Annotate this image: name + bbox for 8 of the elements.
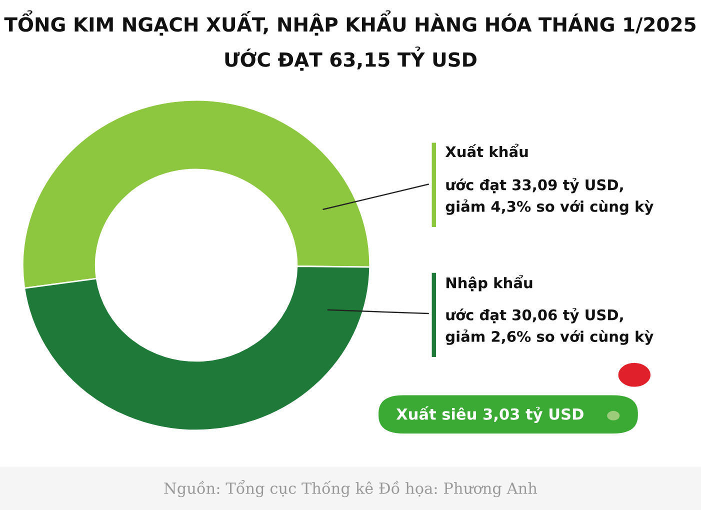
slice-label: Xuất khẩu	[445, 144, 528, 158]
data-label: ước đạt 33,09 tỷ USD, giảm 4,3% so với cùng kỳ	[446, 178, 654, 215]
text: Xuất siêu 3,03 tỷ USD	[396, 406, 584, 423]
text: Nguồn: Tổng cục Thống kê Đồ họa: Phương Anh	[164, 480, 538, 498]
chart-subtitle: ƯỚC ĐẠT 63,15 TỶ USD	[225, 46, 476, 71]
chart-title: TỔNG KIM NGẠCH XUẤT, NHẬP KHẨU HÀNG HÓA THÁNG 1/2025	[4, 10, 696, 36]
data-label: ước đạt 30,06 tỷ USD, giảm 2,6% so với cùng kỳ	[446, 308, 654, 345]
slice-label: Nhập khẩu	[446, 274, 532, 292]
